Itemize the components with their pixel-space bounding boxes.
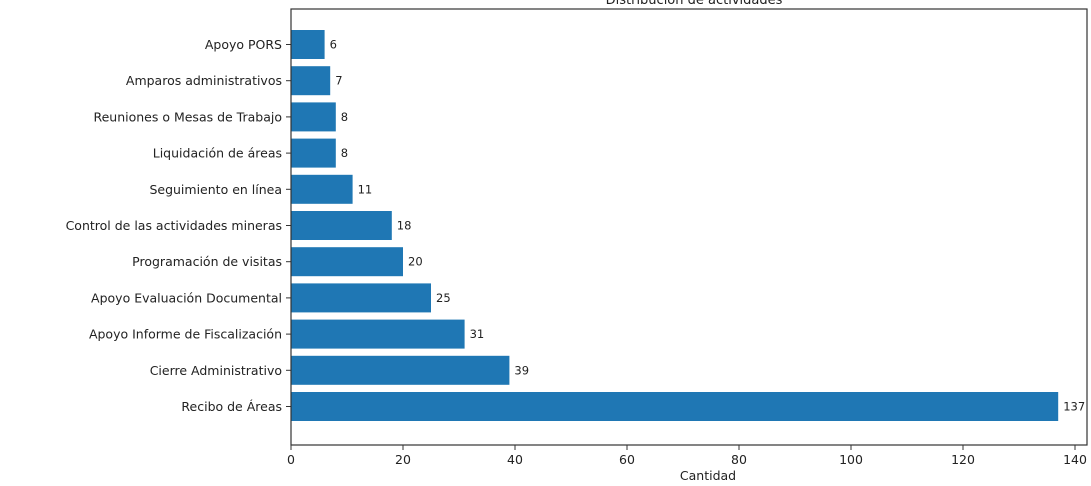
- x-tick-label: 100: [839, 452, 863, 467]
- bar: [291, 211, 392, 240]
- bar-value-label: 25: [436, 291, 451, 305]
- y-tick-label: Cierre Administrativo: [150, 363, 282, 378]
- x-tick-label: 140: [1063, 452, 1087, 467]
- y-tick-label: Liquidación de áreas: [153, 146, 282, 161]
- bar-labels-layer: 137 39 31 25 20 18 11 8 8 7 6: [330, 38, 1086, 414]
- x-tick-label: 0: [287, 452, 295, 467]
- y-tick-label: Seguimiento en línea: [149, 182, 282, 197]
- bar-value-label: 11: [358, 182, 373, 196]
- x-axis-label: Cantidad: [680, 468, 736, 482]
- bar-value-label: 137: [1063, 400, 1085, 414]
- y-tick-label: Programación de visitas: [132, 254, 282, 269]
- y-tick-label: Control de las actividades mineras: [66, 218, 282, 233]
- bar-value-label: 6: [330, 38, 337, 52]
- x-tick-label: 20: [395, 452, 411, 467]
- bar: [291, 138, 336, 168]
- bar-value-label: 7: [335, 74, 342, 88]
- y-tick-label: Recibo de Áreas: [181, 399, 282, 414]
- x-axis-ticks: 0 20 40 60 80 100 120 140: [287, 445, 1087, 467]
- y-tick-label: Apoyo Informe de Fiscalización: [89, 327, 282, 342]
- bar: [291, 174, 353, 204]
- plot-frame: [290, 8, 1088, 446]
- bar: [291, 247, 403, 277]
- bar: [291, 319, 465, 349]
- bar-value-label: 20: [408, 255, 423, 269]
- bar: [291, 283, 431, 313]
- bar-value-label: 8: [341, 110, 348, 124]
- x-tick-label: 60: [619, 452, 635, 467]
- y-axis-ticks: Recibo de Áreas Cierre Administrativo Apoy…: [66, 37, 291, 414]
- bar-value-label: 39: [514, 363, 529, 377]
- bar: [291, 102, 336, 132]
- y-tick-label: Reuniones o Mesas de Trabajo: [93, 109, 282, 124]
- bar: [291, 30, 325, 59]
- x-tick-label: 80: [731, 452, 747, 467]
- y-tick-label: Amparos administrativos: [126, 73, 282, 88]
- x-tick-label: 120: [951, 452, 975, 467]
- bar: [291, 66, 331, 96]
- bar-value-label: 18: [397, 219, 412, 233]
- x-tick-label: 40: [507, 452, 523, 467]
- y-tick-label: Apoyo Evaluación Documental: [91, 290, 282, 305]
- bar-value-label: 8: [341, 146, 348, 160]
- bar: [291, 392, 1059, 421]
- bar-value-label: 31: [470, 327, 485, 341]
- bar: [291, 355, 510, 385]
- chart-title: Distribución de actividades: [606, 0, 783, 8]
- y-tick-label: Apoyo PORS: [205, 37, 282, 52]
- bars-layer: [291, 30, 1059, 421]
